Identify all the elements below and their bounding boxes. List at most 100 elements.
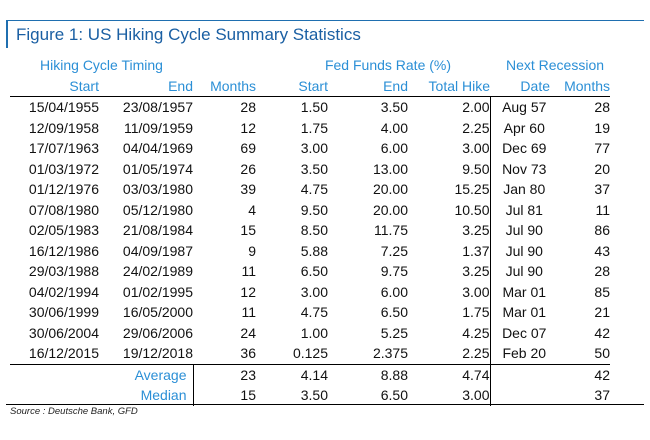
cell-months: 12 [240, 119, 256, 136]
cell-end: 16/05/2000 [122, 304, 193, 321]
summary-label: Average [134, 366, 187, 383]
col-end: End [105, 75, 193, 97]
cell-rec-months: 37 [594, 181, 610, 198]
cell-ffr-start: 3.00 [300, 140, 328, 157]
cell-rec-months: 77 [594, 140, 610, 157]
cell-ffr-start: 1.00 [300, 324, 328, 341]
cell-total-hike: 1.75 [462, 304, 490, 321]
cell-rec-date: Jul 81 [489, 199, 558, 220]
cell-rec-date: Aug 57 [489, 96, 558, 118]
cell-start: 15/04/1955 [28, 99, 99, 116]
cell-months: 11 [241, 263, 256, 280]
cell-rec-months: 28 [594, 99, 610, 116]
source-note: Source : Deutsche Bank, GFD [10, 406, 138, 417]
cell-end: 11/09/1959 [123, 119, 193, 136]
summary-rec-date [489, 385, 558, 406]
summary-ffr-end: 8.88 [380, 366, 408, 383]
summary-rec-date [489, 364, 558, 385]
table-row: 01/12/1976 03/03/1980 39 4.75 20.00 15.25 Jan … [10, 179, 610, 200]
cell-rec-date: Mar 01 [489, 281, 558, 302]
cell-ffr-end: 7.25 [380, 242, 408, 259]
cell-ffr-end: 6.50 [380, 304, 408, 321]
cell-rec-date: Jan 80 [489, 179, 558, 200]
table-row: 01/03/1972 01/05/1974 26 3.50 13.00 9.50 Nov 7… [10, 158, 610, 179]
table-row: 30/06/2004 29/06/2006 24 1.00 5.25 4.25 Dec 07… [10, 322, 610, 343]
cell-end: 23/08/1957 [122, 99, 193, 116]
cell-total-hike: 3.00 [462, 283, 490, 300]
table-row: 02/05/1983 21/08/1984 15 8.50 11.75 3.25 Jul 9… [10, 220, 610, 241]
cell-months: 9 [248, 242, 256, 259]
cell-start: 02/05/1983 [28, 222, 99, 239]
group-recession: Next Recession [505, 57, 605, 74]
cell-months: 39 [240, 181, 256, 198]
table-row: 04/02/1994 01/02/1995 12 3.00 6.00 3.00 Mar 01… [10, 281, 610, 302]
cell-ffr-start: 0.125 [256, 343, 328, 365]
cell-months: 28 [240, 99, 256, 116]
cell-total-hike: 1.37 [462, 242, 490, 259]
summary-total-hike: 3.00 [462, 387, 490, 404]
figure-title: Figure 1: US Hiking Cycle Summary Statis… [16, 25, 361, 44]
col-months: Months [193, 75, 256, 97]
table-row: 15/04/1955 23/08/1957 28 1.50 3.50 2.00 Aug 57… [10, 96, 610, 118]
col-total-hike: Total Hike [408, 75, 490, 97]
cell-rec-months: 20 [594, 160, 610, 177]
cell-ffr-start: 8.50 [300, 222, 328, 239]
cell-rec-date: Feb 20 [489, 343, 558, 365]
cell-ffr-end: 6.00 [380, 140, 408, 157]
summary-rec-months: 37 [594, 387, 610, 404]
summary-rec-months: 42 [594, 366, 610, 383]
cell-total-hike: 3.25 [462, 222, 490, 239]
cell-months: 15 [240, 222, 256, 239]
cell-total-hike: 4.25 [462, 324, 490, 341]
cell-ffr-start: 1.75 [300, 119, 328, 136]
cell-rec-months: 11 [595, 201, 610, 218]
cell-start: 04/02/1994 [28, 283, 99, 300]
cell-end: 21/08/1984 [122, 222, 193, 239]
cell-start: 01/12/1976 [28, 181, 99, 198]
group-header-row: Hiking Cycle Timing Fed Funds Rate (%) N… [10, 55, 610, 76]
cell-rec-date: Dec 69 [489, 138, 558, 159]
cell-rec-months: 50 [558, 343, 610, 365]
cell-end: 19/12/2018 [105, 343, 193, 365]
cell-ffr-start: 3.00 [300, 283, 328, 300]
cell-end: 29/06/2006 [122, 324, 193, 341]
cell-ffr-end: 13.00 [372, 160, 408, 177]
cell-rec-date: Jul 90 [489, 220, 558, 241]
cell-start: 16/12/2015 [10, 343, 105, 365]
cell-end: 05/12/1980 [122, 201, 193, 218]
group-ffr: Fed Funds Rate (%) [324, 57, 452, 74]
summary-table: Hiking Cycle Timing Fed Funds Rate (%) N… [10, 55, 610, 406]
cell-ffr-end: 20.00 [372, 201, 408, 218]
cell-start: 16/12/1986 [28, 242, 99, 259]
cell-start: 29/03/1988 [28, 263, 99, 280]
cell-end: 01/02/1995 [122, 283, 193, 300]
cell-rec-date: Dec 07 [489, 322, 558, 343]
cell-ffr-start: 4.75 [300, 181, 328, 198]
cell-rec-date: Jul 90 [489, 261, 558, 282]
cell-months: 4 [248, 201, 256, 218]
table-row: 16/12/1986 04/09/1987 9 5.88 7.25 1.37 Jul 90 4… [10, 240, 610, 261]
summary-label: Median [140, 387, 187, 404]
cell-rec-months: 42 [594, 324, 610, 341]
table-row: 12/09/1958 11/09/1959 12 1.75 4.00 2.25 Apr 60… [10, 117, 610, 138]
col-rec-date: Date [490, 75, 558, 97]
cell-ffr-start: 3.50 [300, 160, 328, 177]
cell-months: 26 [240, 160, 256, 177]
cell-end: 04/09/1987 [122, 242, 193, 259]
column-header-row: Start End Months Start End Total Hike Da… [10, 75, 610, 97]
summary-ffr-start: 3.50 [300, 387, 328, 404]
cell-ffr-end: 5.25 [380, 324, 408, 341]
cell-start: 30/06/2004 [28, 324, 99, 341]
summary-row: Average 23 4.14 8.88 4.74 42 [10, 364, 610, 385]
table-row: 30/06/1999 16/05/2000 11 4.75 6.50 1.75 Mar 01… [10, 302, 610, 323]
cell-ffr-start: 1.50 [300, 99, 328, 116]
cell-end: 24/02/1989 [122, 263, 193, 280]
cell-total-hike: 3.00 [462, 140, 490, 157]
cell-start: 07/08/1980 [28, 201, 99, 218]
cell-total-hike: 2.25 [408, 343, 490, 365]
cell-ffr-end: 2.375 [328, 343, 408, 365]
summary-row: Median 15 3.50 6.50 3.00 37 [10, 385, 610, 406]
cell-months: 69 [240, 140, 256, 157]
cell-ffr-end: 20.00 [372, 181, 408, 198]
